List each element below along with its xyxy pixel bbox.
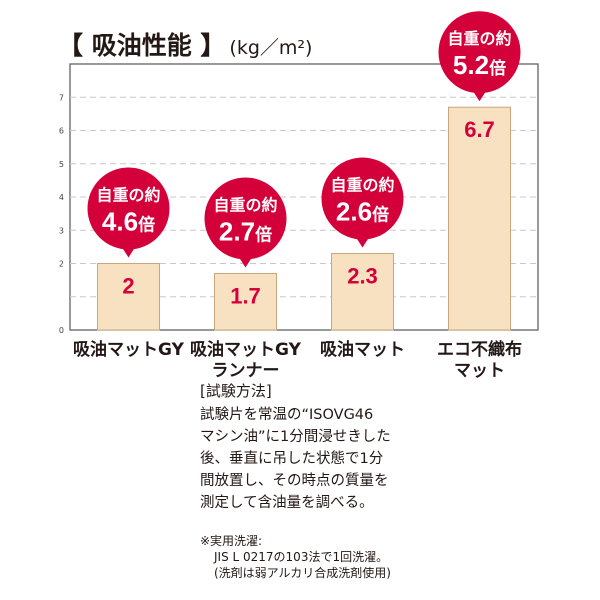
chart-title: 【 吸油性能 】 xyxy=(58,31,226,60)
ratio-bubble xyxy=(321,157,404,240)
y-tick-label: 3 xyxy=(59,226,64,235)
ratio-suffix: 倍 xyxy=(489,58,506,79)
y-tick-label: 5 xyxy=(59,160,64,169)
y-tick-label: 7 xyxy=(59,93,64,102)
ratio-bubble-value: 5.2倍 xyxy=(453,50,506,80)
category-label-line: 吸油マット xyxy=(320,340,405,360)
ratio-bubble xyxy=(438,11,521,94)
y-tick-label: 2 xyxy=(59,260,64,269)
ratio-bubble-value: 2.6倍 xyxy=(336,197,389,227)
bar xyxy=(448,106,511,331)
category-label: エコ不織布 マット xyxy=(415,340,545,382)
test-method-line: マシン油”に1分間浸せきした xyxy=(200,429,391,445)
ratio-bubble-caption: 自重の約 xyxy=(330,176,394,195)
ratio-bubble-value: 2.7倍 xyxy=(219,216,272,246)
category-label-line: ランナー xyxy=(211,361,280,381)
chart-title-block: 【 吸油性能 】 (kg／m²) xyxy=(58,26,312,62)
ratio-suffix: 倍 xyxy=(138,215,155,236)
y-tick-label: 0 xyxy=(59,326,64,335)
ratio-number: 4.6 xyxy=(102,207,138,237)
category-label-line: 吸油マットGY xyxy=(190,340,301,360)
bar-value-label: 1.7 xyxy=(230,283,261,308)
bar xyxy=(97,263,160,331)
ratio-bubble-caption: 自重の約 xyxy=(213,195,277,214)
y-tick-label: 6 xyxy=(59,127,64,136)
category-label-line: マット xyxy=(454,361,505,381)
note-line: (洗剤は弱アルカリ合成洗剤使用) xyxy=(214,566,391,580)
bar xyxy=(331,253,394,331)
ratio-bubble-caption: 自重の約 xyxy=(447,29,511,48)
chart-unit: (kg／m²) xyxy=(229,37,313,59)
bar-value-label: 2.3 xyxy=(347,264,378,289)
test-method-line: 後、垂直に吊した状態で1分 xyxy=(200,451,384,467)
ratio-number: 5.2 xyxy=(453,50,489,80)
ratio-suffix: 倍 xyxy=(372,205,389,226)
bar-value-label: 2 xyxy=(122,274,134,299)
test-method-heading: [試験方法] xyxy=(200,382,272,400)
ratio-bubble-caption: 自重の約 xyxy=(96,186,160,205)
ratio-number: 2.6 xyxy=(336,197,372,227)
test-method-line: 試験片を常温の“ISOVG46 xyxy=(200,407,374,423)
washing-note: ※実用洗濯: JIS L 0217の103法で1回洗濯。 (洗剤は弱アルカリ合成… xyxy=(200,533,391,581)
y-tick-label: 4 xyxy=(59,193,64,202)
ratio-number: 2.7 xyxy=(219,216,255,246)
category-label-line: 吸油マットGY xyxy=(73,340,184,360)
category-label: 吸油マットGY xyxy=(64,340,194,361)
category-label: 吸油マットGY ランナー xyxy=(181,340,311,382)
test-method-line: 間放置し、その時点の質量を xyxy=(200,473,389,489)
test-method-body: 試験片を常温の“ISOVG46 マシン油”に1分間浸せきした 後、垂直に吊した状… xyxy=(200,404,430,514)
ratio-bubble xyxy=(204,177,287,260)
bar xyxy=(214,272,277,331)
bar-value-label: 6.7 xyxy=(464,117,495,142)
note-line: JIS L 0217の103法で1回洗濯。 xyxy=(214,550,389,564)
test-method: [試験方法] 試験片を常温の“ISOVG46 マシン油”に1分間浸せきした 後、… xyxy=(200,380,430,514)
test-method-line: 測定して含油量を調べる。 xyxy=(200,495,374,511)
ratio-bubble-value: 4.6倍 xyxy=(102,207,155,237)
ratio-bubble xyxy=(87,167,170,250)
note-line: ※実用洗濯: xyxy=(200,534,263,548)
category-label: 吸油マット xyxy=(298,340,428,361)
category-label-line: エコ不織布 xyxy=(437,340,522,360)
ratio-suffix: 倍 xyxy=(255,224,272,245)
